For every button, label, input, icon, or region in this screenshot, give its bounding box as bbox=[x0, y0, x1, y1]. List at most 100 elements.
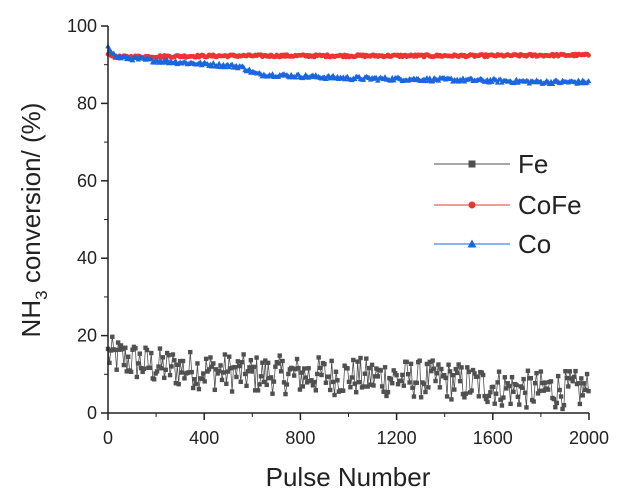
data-point-fe bbox=[215, 371, 220, 376]
data-point-fe bbox=[237, 363, 242, 369]
data-point-fe bbox=[540, 380, 545, 386]
data-point-fe bbox=[443, 375, 448, 381]
data-point-fe bbox=[156, 364, 161, 369]
data-point-fe bbox=[232, 364, 238, 370]
data-point-fe bbox=[515, 394, 521, 399]
data-point-fe bbox=[278, 369, 284, 374]
data-point-fe bbox=[188, 349, 193, 355]
data-point-fe bbox=[450, 372, 456, 378]
data-point-fe bbox=[273, 364, 278, 369]
data-point-fe bbox=[107, 360, 112, 366]
data-point-fe bbox=[241, 352, 246, 357]
data-point-fe bbox=[190, 385, 196, 391]
data-point-fe bbox=[418, 395, 424, 400]
data-point-fe bbox=[271, 379, 277, 384]
data-point-fe bbox=[502, 375, 508, 380]
data-point-fe bbox=[463, 391, 469, 396]
data-point-fe bbox=[554, 400, 559, 406]
data-point-fe bbox=[144, 347, 150, 353]
data-point-fe bbox=[459, 365, 464, 370]
data-point-co bbox=[494, 79, 501, 85]
series-co bbox=[105, 43, 592, 87]
data-point-fe bbox=[537, 388, 542, 394]
data-point-fe bbox=[143, 345, 148, 351]
data-point-fe bbox=[414, 380, 420, 386]
y-axis-title-rest: conversion/ (%) bbox=[16, 103, 46, 291]
data-point-fe bbox=[388, 377, 394, 382]
data-point-fe bbox=[342, 363, 347, 368]
data-point-fe bbox=[333, 369, 339, 374]
data-point-fe bbox=[201, 371, 206, 376]
data-point-fe bbox=[385, 389, 391, 395]
y-tick-label: 60 bbox=[77, 171, 97, 191]
data-point-fe bbox=[326, 374, 331, 379]
x-axis-title: Pulse Number bbox=[266, 462, 431, 492]
data-point-fe bbox=[394, 372, 399, 378]
data-point-fe bbox=[400, 372, 405, 378]
data-point-fe bbox=[169, 364, 174, 369]
data-point-fe bbox=[293, 366, 298, 372]
data-point-fe bbox=[436, 362, 441, 367]
data-point-fe bbox=[521, 376, 526, 382]
axis-ticks bbox=[101, 25, 590, 420]
data-point-fe bbox=[251, 364, 256, 370]
data-point-fe bbox=[306, 366, 311, 371]
data-point-fe bbox=[341, 388, 346, 393]
data-point-fe bbox=[309, 378, 314, 383]
data-point-co bbox=[489, 78, 495, 84]
data-point-fe bbox=[221, 370, 226, 375]
data-point-fe bbox=[449, 397, 454, 402]
y-tick-label: 40 bbox=[77, 248, 97, 268]
data-point-fe bbox=[469, 388, 474, 393]
data-point-fe bbox=[460, 391, 466, 397]
data-point-fe bbox=[411, 394, 417, 399]
data-point-co bbox=[585, 78, 592, 84]
data-point-fe bbox=[254, 355, 259, 360]
data-point-fe bbox=[423, 389, 428, 395]
data-point-fe bbox=[579, 376, 584, 381]
data-point-fe bbox=[202, 379, 207, 384]
data-point-cofe bbox=[586, 52, 591, 58]
data-point-fe bbox=[328, 387, 333, 393]
data-point-fe bbox=[455, 370, 460, 376]
data-point-fe bbox=[429, 368, 434, 374]
data-point-fe bbox=[553, 405, 558, 410]
data-point-fe bbox=[581, 381, 587, 386]
data-point-fe bbox=[379, 384, 385, 389]
data-point-fe bbox=[255, 388, 261, 393]
data-point-fe bbox=[193, 381, 199, 387]
data-point-fe bbox=[141, 366, 147, 371]
data-point-fe bbox=[566, 384, 571, 389]
data-point-fe bbox=[465, 365, 470, 370]
data-point-fe bbox=[110, 334, 115, 340]
legend-entry-cofe: CoFe bbox=[434, 190, 582, 220]
data-point-fe bbox=[401, 383, 407, 388]
data-point-fe bbox=[511, 389, 516, 394]
data-point-fe bbox=[117, 347, 122, 352]
data-point-fe bbox=[137, 351, 142, 356]
data-point-fe bbox=[491, 384, 496, 390]
data-point-fe bbox=[483, 396, 489, 402]
data-point-fe bbox=[504, 386, 509, 391]
legend-entry-fe: Fe bbox=[434, 149, 548, 179]
x-tick-label: 400 bbox=[189, 428, 219, 448]
data-point-co bbox=[110, 50, 117, 56]
data-point-fe bbox=[492, 401, 497, 406]
data-point-fe bbox=[495, 380, 500, 385]
data-point-fe bbox=[404, 359, 409, 365]
data-point-fe bbox=[501, 395, 506, 400]
data-point-fe bbox=[531, 399, 536, 404]
data-point-fe bbox=[372, 374, 378, 379]
data-point-fe bbox=[534, 370, 539, 376]
x-tick-label: 2000 bbox=[569, 428, 609, 448]
data-point-fe bbox=[522, 390, 528, 395]
data-point-fe bbox=[258, 374, 264, 379]
data-point-fe bbox=[557, 387, 562, 393]
y-tick-label: 0 bbox=[87, 403, 97, 423]
data-point-fe bbox=[280, 358, 285, 364]
data-point-fe bbox=[120, 346, 125, 352]
data-point-fe bbox=[439, 366, 444, 372]
data-point-fe bbox=[453, 366, 458, 372]
data-point-fe bbox=[329, 358, 334, 364]
data-point-fe bbox=[113, 347, 118, 353]
